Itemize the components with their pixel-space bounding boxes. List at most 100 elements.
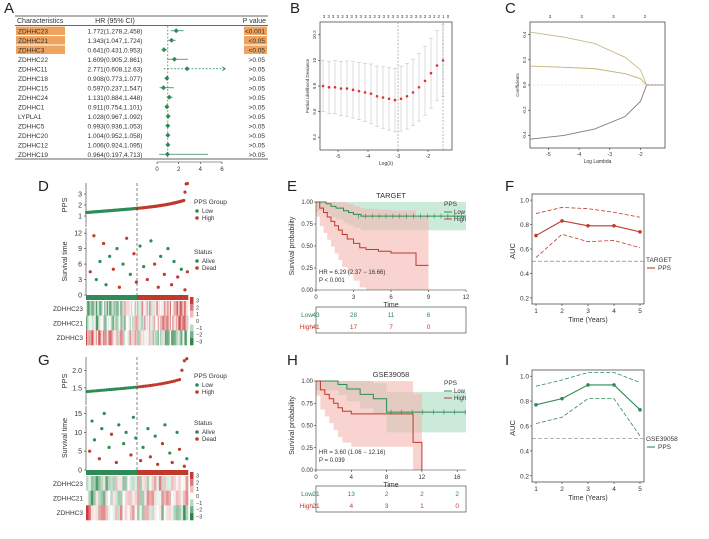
heatmap-cell <box>161 505 165 521</box>
auc-point <box>638 230 642 234</box>
group-bar-cell <box>87 295 89 300</box>
risk-count: 17 <box>350 324 358 331</box>
heatmap-cell <box>98 490 101 506</box>
auc-legend-title: GSE39058 <box>646 436 678 443</box>
auc-point <box>638 408 642 412</box>
heatmap-cell <box>118 301 121 316</box>
group-bar-cell <box>151 470 155 475</box>
survival-time-point <box>88 449 92 453</box>
heatmap-cell <box>137 505 140 521</box>
pvalue-highlight <box>244 26 267 35</box>
risk-table-frame <box>315 485 467 513</box>
heatmap-cell <box>171 490 174 506</box>
heatmap-cell <box>113 315 116 331</box>
group-bar-cell <box>162 295 165 300</box>
deviance-point <box>393 98 397 102</box>
auc-point <box>560 396 564 401</box>
heatmap-cell <box>100 505 104 521</box>
time-y-tick-label: 10 <box>74 430 82 437</box>
group-bar-cell <box>171 470 174 475</box>
scale-bar-label: 2 <box>196 480 199 486</box>
km-y-tick-label: 0.00 <box>301 288 313 294</box>
group-bar-cell <box>164 295 167 300</box>
scale-bar-cell <box>190 492 194 500</box>
group-bar-cell <box>111 295 114 300</box>
heatmap-cell <box>120 301 122 316</box>
scale-bar-label: −3 <box>196 515 202 521</box>
heatmap-cell <box>161 301 163 316</box>
group-bar-cell <box>135 295 138 300</box>
table-cell-hr: 1.609(0.905,2.861) <box>88 57 143 64</box>
group-bar-cell <box>132 295 134 300</box>
pps-score-point <box>112 387 116 391</box>
heatmap-cell <box>100 315 103 331</box>
heatmap-row-label: ZDHHC23 <box>53 306 83 313</box>
group-bar-cell <box>155 295 157 300</box>
survival-time-point <box>129 453 133 457</box>
gene-highlight <box>16 45 65 54</box>
y-tick-label: -0.4 <box>522 131 527 139</box>
top-count-label: 3 <box>359 14 362 19</box>
heatmap-cell <box>173 476 177 491</box>
heatmap-cell <box>89 330 92 346</box>
heatmap-cell <box>173 301 175 316</box>
time-y-tick-label: 15 <box>74 411 82 418</box>
deviance-point <box>327 85 331 89</box>
legend-group-label: Low <box>202 383 214 389</box>
group-bar-cell <box>112 470 116 475</box>
heatmap-cell <box>178 476 182 491</box>
pps-score-point <box>156 382 160 387</box>
scale-bar-label: −1 <box>196 501 202 507</box>
panel-label-b: B <box>290 0 301 17</box>
heatmap-cell <box>163 505 167 521</box>
group-bar-cell <box>129 470 133 475</box>
top-count-label: 3 <box>346 14 349 19</box>
heatmap-cell <box>154 330 156 346</box>
heatmap-cell <box>88 505 92 521</box>
auc-x-tick-label: 5 <box>638 486 642 493</box>
hr-marker <box>164 104 170 110</box>
survival-time-point <box>125 236 129 240</box>
heatmap-cell <box>112 505 116 521</box>
heatmap-cell <box>143 330 145 346</box>
heatmap-cell <box>184 330 186 346</box>
group-bar-cell <box>126 295 128 300</box>
heatmap-cell <box>179 301 182 316</box>
heatmap-cell <box>126 330 128 346</box>
group-bar-cell <box>123 295 126 300</box>
heatmap-cell <box>100 476 104 491</box>
heatmap-cell <box>98 476 101 491</box>
heatmap-cell <box>156 490 160 506</box>
group-bar-cell <box>146 295 149 300</box>
km-y-tick-label: 0.25 <box>301 266 313 272</box>
group-bar-cell <box>86 295 88 300</box>
heatmap-cell <box>149 301 151 316</box>
table-cell-p: >0.05 <box>249 66 266 73</box>
heatmap-cell <box>145 330 148 346</box>
heatmap-cell <box>175 315 178 331</box>
heatmap-cell <box>120 505 123 521</box>
deviance-point <box>333 85 337 89</box>
group-bar-cell <box>156 295 158 300</box>
heatmap-cell <box>117 476 121 491</box>
survival-time-point <box>146 426 150 431</box>
heatmap-cell <box>150 301 152 316</box>
km-x-tick-label: 0 <box>314 295 318 301</box>
scale-bar-label: −2 <box>196 508 202 514</box>
heatmap-cell <box>154 476 157 491</box>
risk-row-label: Low <box>301 312 313 319</box>
auc-x-tick-label: 3 <box>586 486 590 493</box>
survival-time-point <box>185 270 189 274</box>
survival-time-point <box>176 275 180 279</box>
heatmap-cell <box>88 315 90 331</box>
table-cell-p: >0.05 <box>249 76 266 83</box>
heatmap-cell <box>135 301 138 316</box>
km-title: GSE39058 <box>373 370 410 379</box>
scale-bar-cell <box>190 338 194 346</box>
group-bar-cell <box>149 470 152 475</box>
heatmap-cell <box>126 301 128 316</box>
heatmap-cell <box>144 476 148 491</box>
heatmap-cell <box>141 476 145 491</box>
heatmap-cell <box>151 476 155 491</box>
scale-bar-cell <box>190 331 194 339</box>
